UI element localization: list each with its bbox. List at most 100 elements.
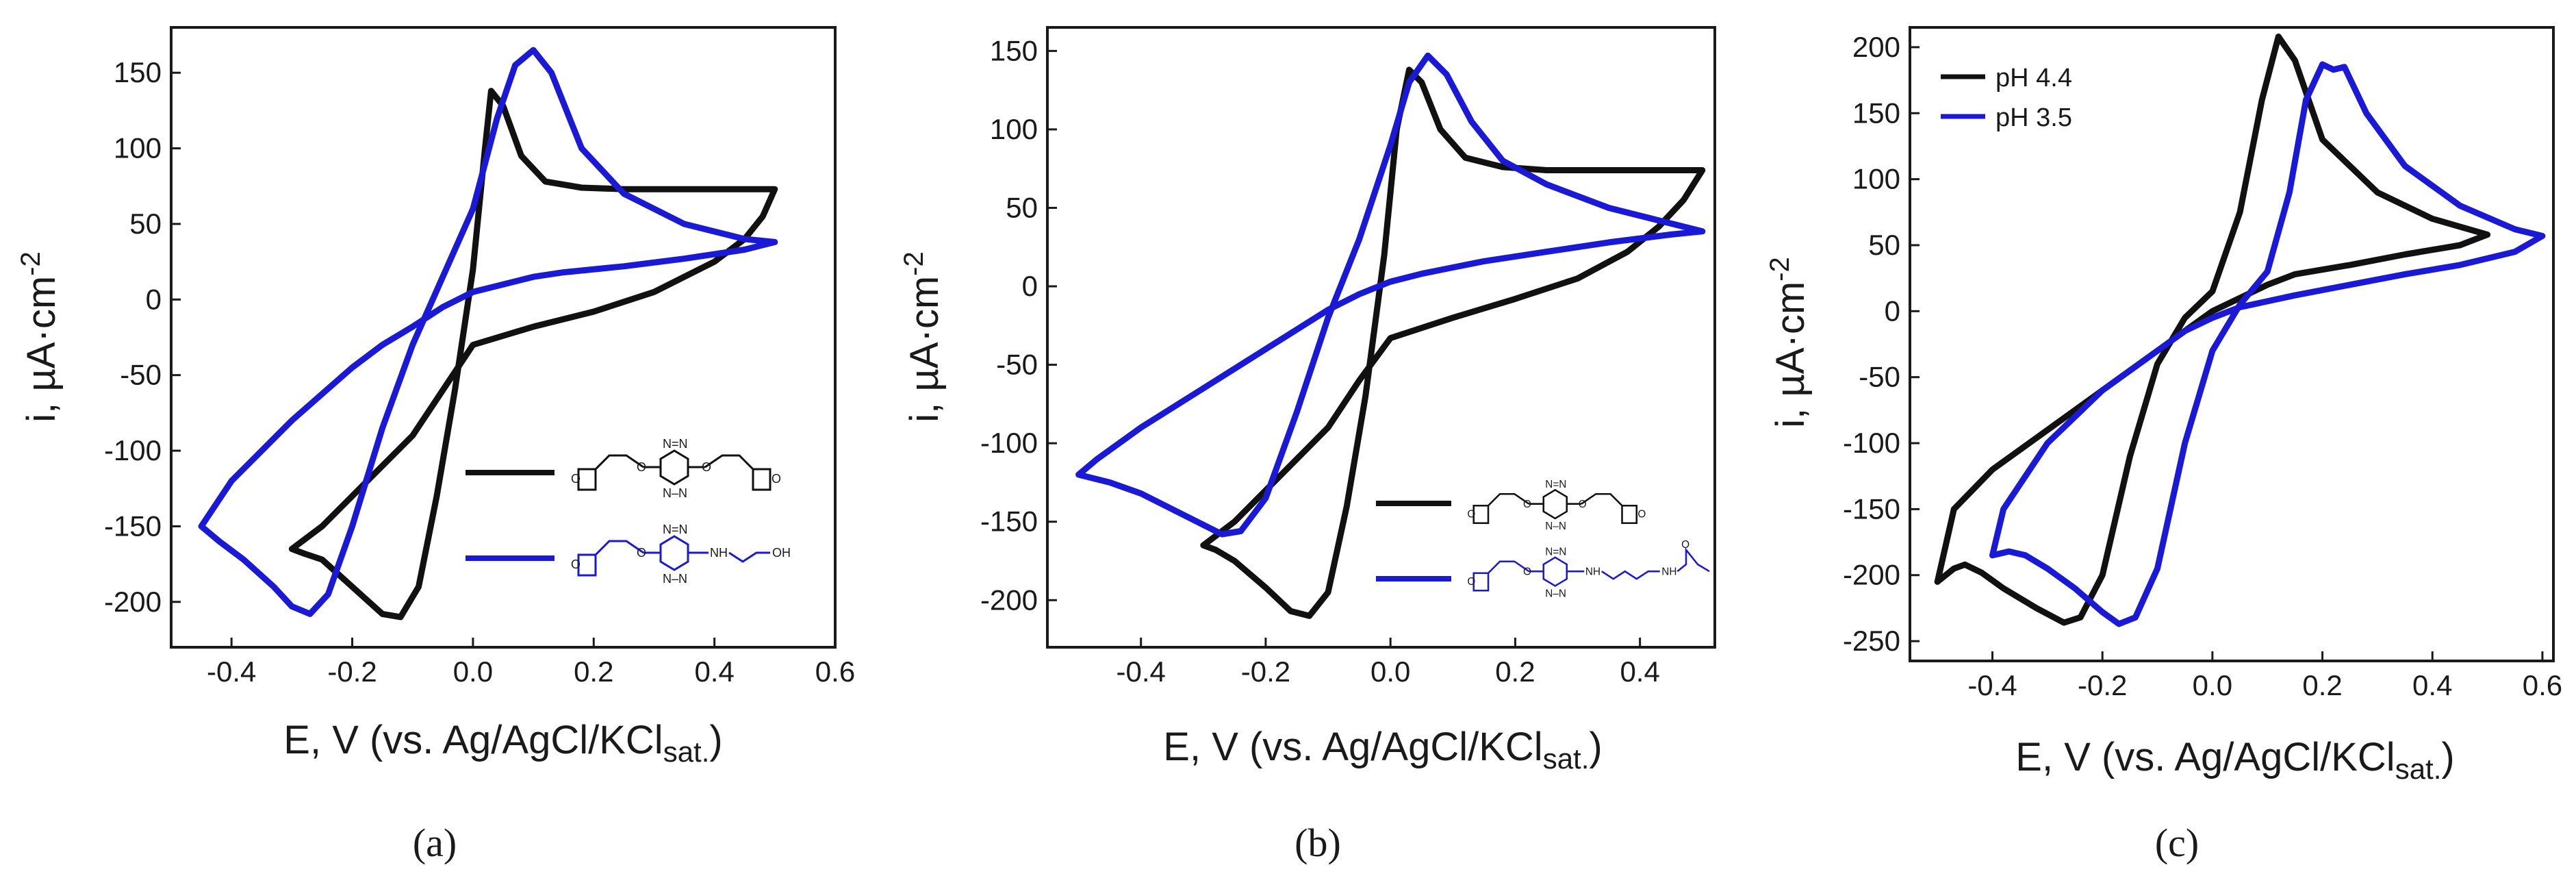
svg-text:N–N: N–N — [663, 486, 687, 500]
panel-b-frame — [1046, 26, 1716, 649]
panel-a-x-axis-title: E, V (vs. Ag/AgCl/KClsat.) — [283, 718, 722, 768]
panel-a-y-tick-label: 150 — [114, 56, 162, 88]
panel-c-ticks: -0.4 -0.2 0.0 0.2 0.4 0.6 -250 -200 -150 -100 -50 0… — [1843, 31, 2562, 701]
panel-a-series-blue-line — [198, 47, 778, 617]
panel-b-ticks: -0.4 -0.2 0.0 0.2 0.4 -200 -150 -100 -50 0 50 100 15… — [980, 34, 1660, 688]
svg-text:O: O — [637, 460, 646, 474]
panel-c-y-tick-label: -250 — [1843, 625, 1900, 657]
panel-b-y-tick-label: 0 — [1022, 270, 1038, 302]
panel-b-y-tick-label: 100 — [990, 113, 1038, 145]
panel-a-y-tick-label: -200 — [104, 586, 162, 618]
svg-text:N–N: N–N — [1545, 521, 1566, 532]
panel-c-x-tick-label: -0.2 — [2078, 669, 2127, 701]
panel-b-x-tick-label: 0.4 — [1620, 655, 1659, 688]
panel-c-x-tick-label: 0.6 — [2523, 669, 2562, 701]
panel-a-y-tick-label: -50 — [120, 359, 162, 391]
svg-text:O: O — [571, 558, 581, 571]
panel-c-x-tick-label: -0.4 — [1967, 669, 2017, 701]
panel-a-y-tick-label: 50 — [129, 208, 162, 240]
svg-text:N–N: N–N — [663, 572, 687, 586]
svg-text:O: O — [1467, 576, 1475, 588]
panel-c-frame — [1909, 26, 2555, 662]
panel-b-legend: O O O O N=N N–N O O NH NH O N=N — [1376, 479, 1710, 600]
svg-text:NH: NH — [710, 546, 728, 560]
svg-text:N–N: N–N — [1545, 588, 1566, 600]
svg-text:O: O — [1681, 539, 1689, 551]
svg-text:OH: OH — [772, 546, 791, 560]
svg-text:N=N: N=N — [1545, 546, 1566, 558]
panel-a-caption: (a) — [413, 821, 457, 865]
panel-a: -0.4 -0.2 0.0 0.2 0.4 0.6 -200 -150 -100 -50 0 50 10… — [16, 26, 855, 865]
panel-a-y-tick-label: 100 — [114, 132, 162, 164]
svg-text:NH: NH — [1585, 566, 1601, 577]
svg-text:N=N: N=N — [663, 523, 688, 536]
panel-a-x-tick-label: 0.2 — [574, 655, 613, 688]
svg-text:N=N: N=N — [663, 437, 688, 451]
panel-c-y-tick-label: 0 — [1885, 295, 1900, 327]
panel-c-x-axis-title: E, V (vs. Ag/AgCl/KClsat.) — [2015, 735, 2454, 785]
panel-b-y-tick-label: 150 — [990, 34, 1038, 66]
panel-a-frame — [170, 26, 837, 649]
panel-c-x-tick-label: 0.4 — [2412, 669, 2452, 701]
panel-b-y-axis-title: i, µA·cm-2 — [899, 251, 947, 422]
panel-c-y-tick-label: -200 — [1843, 559, 1900, 591]
tetrazine-structure-blue: O O NH OH N=N N–N — [571, 523, 791, 586]
svg-text:O: O — [1579, 499, 1587, 510]
panel-c-curves — [1934, 34, 2546, 627]
panel-a-y-tick-label: -150 — [104, 510, 162, 542]
panel-b-x-tick-label: -0.4 — [1116, 655, 1165, 688]
panel-c-y-tick-label: 150 — [1852, 97, 1900, 129]
panel-c-x-tick-label: 0.2 — [2302, 669, 2342, 701]
panel-b: -0.4 -0.2 0.0 0.2 0.4 -200 -150 -100 -50 0 50 100 15… — [899, 26, 1716, 865]
svg-text:O: O — [637, 546, 646, 560]
svg-text:O: O — [1523, 566, 1531, 577]
svg-text:O: O — [571, 472, 581, 486]
panel-c-y-tick-label: -50 — [1859, 361, 1900, 393]
panel-b-x-tick-label: 0.0 — [1370, 655, 1410, 688]
panel-a-x-tick-label: 0.0 — [453, 655, 493, 688]
panel-c-y-tick-label: 50 — [1868, 229, 1900, 261]
svg-text:O: O — [771, 472, 781, 486]
panel-c-caption: (c) — [2155, 821, 2199, 865]
panel-c-y-tick-label: -150 — [1843, 492, 1900, 525]
tetrazine-structure-blue: O O NH NH O N=N N–N — [1467, 539, 1710, 600]
panel-c-y-tick-label: -100 — [1843, 427, 1900, 459]
panel-b-y-tick-label: -150 — [980, 505, 1038, 538]
svg-text:O: O — [1637, 508, 1646, 520]
panel-b-caption: (b) — [1295, 821, 1341, 865]
panel-a-x-tick-label: -0.4 — [207, 655, 256, 688]
panel-b-x-axis-title: E, V (vs. Ag/AgCl/KClsat.) — [1163, 725, 1602, 775]
panel-a-x-tick-label: 0.6 — [815, 655, 855, 688]
panel-b-y-tick-label: -200 — [980, 584, 1038, 616]
panel-a-x-tick-label: 0.4 — [694, 655, 734, 688]
panel-a-y-tick-label: -100 — [104, 434, 162, 466]
panel-b-y-tick-label: 50 — [1006, 191, 1038, 223]
panel-a-y-tick-label: 0 — [146, 283, 162, 315]
panel-c-y-tick-label: 100 — [1852, 163, 1900, 195]
panel-b-curves — [1075, 52, 1706, 619]
tetrazine-structure-black: O O O O N=N N–N — [1467, 479, 1646, 532]
panel-c-x-tick-label: 0.0 — [2193, 669, 2232, 701]
panel-a-series-black-line — [288, 88, 778, 621]
panel-b-x-tick-label: -0.2 — [1241, 655, 1290, 688]
panel-b-y-tick-label: -50 — [996, 349, 1038, 381]
panel-a-x-tick-label: -0.2 — [327, 655, 377, 688]
svg-text:O: O — [1523, 499, 1531, 510]
panel-c-legend: pH 4.4 pH 3.5 — [1941, 64, 2072, 132]
svg-text:NH: NH — [1661, 566, 1676, 577]
panel-b-x-tick-label: 0.2 — [1495, 655, 1535, 688]
panel-c-series-blue-line — [1989, 61, 2546, 627]
panel-b-series-black-line — [1200, 66, 1706, 619]
panel-a-legend: O O O O N=N N–N O O NH OH N=N N–N — [466, 437, 791, 586]
svg-text:N=N: N=N — [1545, 479, 1566, 490]
panel-a-ticks: -0.4 -0.2 0.0 0.2 0.4 0.6 -200 -150 -100 -50 0 50 10… — [104, 56, 855, 688]
panel-b-y-tick-label: -100 — [980, 427, 1038, 459]
panel-a-curves — [198, 47, 778, 621]
panel-b-series-blue-line — [1075, 52, 1706, 538]
panel-c: -0.4 -0.2 0.0 0.2 0.4 0.6 -250 -200 -150 -100 -50 0… — [1765, 26, 2562, 865]
svg-text:O: O — [1467, 508, 1475, 520]
panel-c-y-axis-title: i, µA·cm-2 — [1765, 257, 1813, 427]
tetrazine-structure-black: O O O O N=N N–N — [571, 437, 781, 500]
panel-c-legend-label-ph35: pH 3.5 — [1995, 103, 2072, 132]
